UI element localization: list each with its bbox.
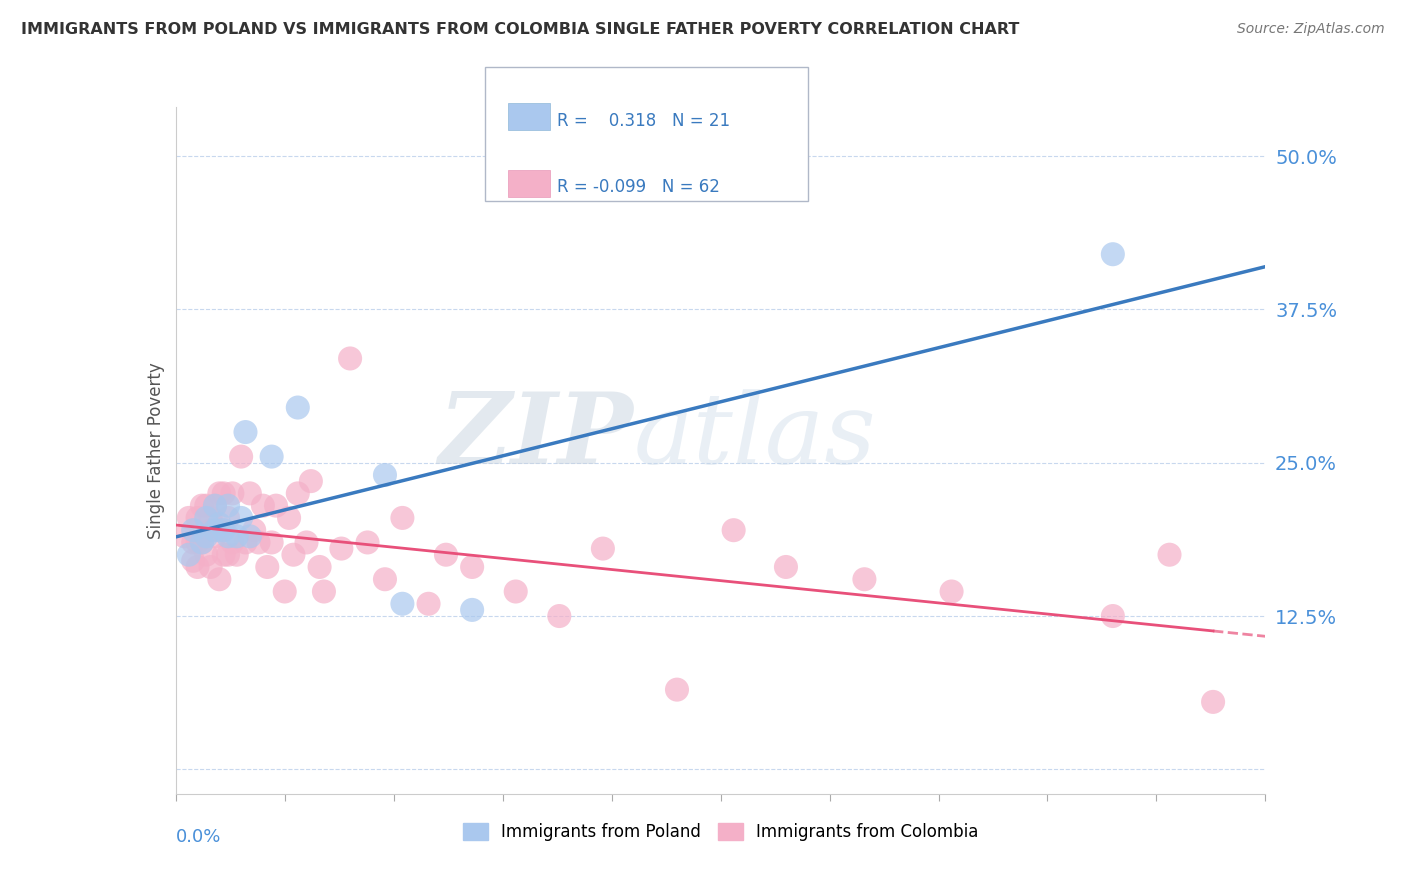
Point xyxy=(191,535,214,549)
Point xyxy=(666,682,689,697)
Point xyxy=(723,523,745,537)
Point xyxy=(221,535,243,549)
Point xyxy=(243,523,266,537)
Point xyxy=(1202,695,1225,709)
Point xyxy=(204,499,226,513)
Point xyxy=(195,529,218,543)
Point xyxy=(208,486,231,500)
Point xyxy=(418,597,440,611)
Point xyxy=(239,529,262,543)
Point xyxy=(181,523,204,537)
Point xyxy=(356,535,378,549)
Point xyxy=(200,511,222,525)
Point xyxy=(287,401,309,415)
Point xyxy=(592,541,614,556)
Point xyxy=(235,535,257,549)
Point xyxy=(287,486,309,500)
Point xyxy=(195,511,218,525)
Point xyxy=(212,486,235,500)
Text: 0.0%: 0.0% xyxy=(176,828,221,847)
Point xyxy=(260,535,283,549)
Y-axis label: Single Father Poverty: Single Father Poverty xyxy=(146,362,165,539)
Text: atlas: atlas xyxy=(633,389,876,484)
Point xyxy=(295,535,318,549)
Point xyxy=(204,523,226,537)
Point xyxy=(208,572,231,586)
Point xyxy=(461,560,484,574)
Point xyxy=(177,511,200,525)
Point xyxy=(225,529,247,543)
Point xyxy=(461,603,484,617)
Point xyxy=(181,535,204,549)
Point xyxy=(191,535,214,549)
Point xyxy=(191,499,214,513)
Point xyxy=(195,548,218,562)
Point xyxy=(231,450,253,464)
Point xyxy=(173,529,195,543)
Point xyxy=(217,548,239,562)
Point xyxy=(1159,548,1181,562)
Point xyxy=(235,425,257,439)
Point xyxy=(391,511,413,525)
Point xyxy=(374,572,396,586)
Text: ZIP: ZIP xyxy=(439,389,633,485)
Point xyxy=(283,548,305,562)
Text: R = -0.099   N = 62: R = -0.099 N = 62 xyxy=(557,178,720,196)
Point xyxy=(252,499,274,513)
Point xyxy=(221,486,243,500)
Point xyxy=(217,511,239,525)
Point xyxy=(339,351,361,366)
Point xyxy=(308,560,330,574)
Point xyxy=(217,529,239,543)
Point xyxy=(208,523,231,537)
Point xyxy=(941,584,963,599)
Point xyxy=(256,560,278,574)
Point xyxy=(278,511,301,525)
Point xyxy=(225,548,247,562)
Point xyxy=(299,474,322,488)
Point xyxy=(548,609,571,624)
Point xyxy=(775,560,797,574)
Point xyxy=(195,499,218,513)
Point xyxy=(212,523,235,537)
Point xyxy=(200,523,222,537)
Point xyxy=(330,541,353,556)
Point xyxy=(208,517,231,532)
Text: R =    0.318   N = 21: R = 0.318 N = 21 xyxy=(557,112,730,129)
Point xyxy=(264,499,287,513)
Point xyxy=(391,597,413,611)
Point xyxy=(204,529,226,543)
Point xyxy=(217,499,239,513)
Point xyxy=(177,548,200,562)
Point xyxy=(181,554,204,568)
Point xyxy=(853,572,876,586)
Point xyxy=(312,584,335,599)
Legend: Immigrants from Poland, Immigrants from Colombia: Immigrants from Poland, Immigrants from … xyxy=(456,816,986,847)
Point xyxy=(186,560,209,574)
Point xyxy=(239,486,262,500)
Text: IMMIGRANTS FROM POLAND VS IMMIGRANTS FROM COLOMBIA SINGLE FATHER POVERTY CORRELA: IMMIGRANTS FROM POLAND VS IMMIGRANTS FRO… xyxy=(21,22,1019,37)
Point xyxy=(204,499,226,513)
Point xyxy=(260,450,283,464)
Point xyxy=(1102,247,1125,261)
Point xyxy=(186,511,209,525)
Point xyxy=(1102,609,1125,624)
Point xyxy=(434,548,457,562)
Text: Source: ZipAtlas.com: Source: ZipAtlas.com xyxy=(1237,22,1385,37)
Point xyxy=(231,511,253,525)
Point xyxy=(186,535,209,549)
Point xyxy=(212,548,235,562)
Point xyxy=(247,535,270,549)
Point xyxy=(274,584,297,599)
Point xyxy=(374,467,396,482)
Point xyxy=(505,584,527,599)
Point xyxy=(200,560,222,574)
